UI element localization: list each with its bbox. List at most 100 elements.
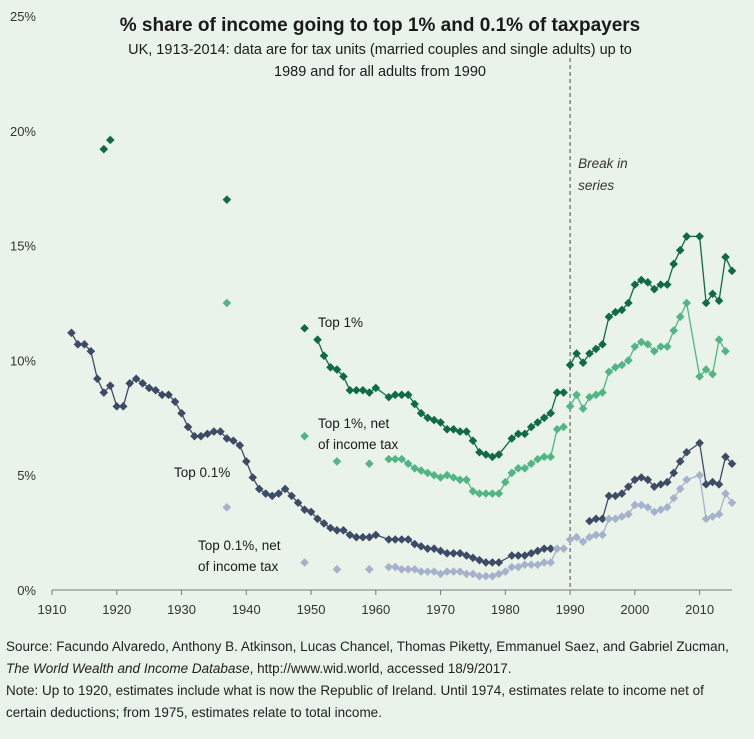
data-point — [313, 335, 322, 345]
data-point — [598, 514, 607, 524]
data-point — [416, 542, 426, 551]
data-point — [105, 381, 115, 390]
data-point — [701, 480, 711, 489]
data-point — [462, 475, 471, 485]
data-point — [578, 404, 588, 413]
data-point — [714, 335, 724, 345]
data-point — [241, 457, 251, 466]
data-point — [365, 532, 374, 542]
data-point — [436, 569, 445, 579]
data-point — [403, 459, 413, 469]
x-tick-label: 2010 — [685, 602, 714, 617]
data-point — [643, 503, 653, 512]
data-point — [630, 500, 640, 510]
data-point — [585, 516, 594, 526]
data-point — [520, 551, 530, 560]
data-point — [585, 392, 594, 402]
data-point — [494, 558, 504, 567]
data-point — [708, 477, 717, 487]
x-tick-label: 1990 — [556, 602, 585, 617]
data-point — [552, 388, 562, 397]
data-point — [73, 340, 83, 349]
data-point — [436, 546, 445, 556]
data-point — [339, 526, 348, 535]
x-tick-label: 1940 — [232, 602, 261, 617]
break-label: series — [578, 178, 614, 193]
income-share-chart: % share of income going to top 1% and 0.… — [10, 9, 737, 617]
data-point — [727, 498, 737, 508]
data-point — [358, 532, 368, 542]
data-point — [455, 567, 465, 576]
data-point — [552, 544, 562, 553]
data-point — [410, 464, 419, 473]
data-point — [630, 475, 640, 485]
data-point — [701, 514, 711, 524]
data-point — [449, 567, 458, 576]
data-point — [643, 340, 653, 349]
data-point — [662, 342, 672, 351]
series-line — [498, 438, 513, 455]
data-point — [637, 473, 646, 482]
data-point — [475, 555, 484, 565]
data-point — [572, 532, 581, 542]
source-note: Source: Facundo Alvaredo, Anthony B. Atk… — [6, 636, 748, 680]
data-point — [429, 415, 439, 425]
data-point — [604, 367, 614, 377]
data-point — [520, 560, 530, 570]
data-point — [637, 337, 646, 347]
series-line — [666, 263, 675, 285]
data-point — [708, 512, 717, 521]
x-tick-label: 1970 — [426, 602, 455, 617]
series-line — [109, 385, 118, 407]
data-point — [598, 388, 607, 397]
series-line — [122, 383, 131, 407]
data-point — [501, 567, 510, 576]
data-point — [319, 351, 329, 361]
data-point — [546, 452, 555, 462]
series-top01-net: Top 0.1%, net of income tax — [198, 470, 737, 581]
x-tick-label: 1920 — [102, 602, 131, 617]
data-point — [462, 551, 471, 560]
data-point — [416, 567, 426, 576]
data-point — [662, 477, 672, 487]
y-tick-label: 10% — [10, 353, 36, 368]
data-point — [164, 390, 173, 400]
data-point — [99, 144, 109, 154]
series-top1: Top 1% — [99, 135, 737, 462]
data-point — [649, 507, 659, 517]
data-point — [507, 434, 517, 443]
series-line — [601, 495, 610, 520]
data-point — [300, 505, 309, 514]
data-point — [721, 252, 730, 262]
data-point — [274, 489, 283, 498]
data-point — [442, 548, 452, 558]
data-point — [591, 514, 601, 524]
data-point — [390, 535, 400, 544]
data-point — [235, 441, 245, 450]
data-point — [131, 374, 141, 384]
data-point — [287, 491, 296, 501]
data-point — [727, 459, 737, 469]
data-point — [488, 571, 497, 581]
data-point — [649, 346, 659, 356]
data-point — [468, 553, 478, 563]
data-point — [624, 298, 633, 308]
data-point — [656, 280, 666, 289]
data-point — [190, 431, 199, 441]
data-point — [682, 447, 691, 457]
data-point — [248, 473, 258, 482]
data-point — [513, 464, 523, 473]
data-point — [397, 454, 407, 464]
data-point — [177, 408, 186, 418]
source-title: The World Wealth and Income Database — [6, 661, 250, 676]
data-point — [229, 436, 238, 446]
data-point — [455, 427, 465, 436]
data-point — [611, 362, 620, 372]
data-point — [591, 390, 601, 400]
x-tick-label: 1950 — [297, 602, 326, 617]
data-point — [332, 457, 342, 466]
data-point — [701, 298, 711, 308]
series-label: Top 0.1% — [174, 465, 230, 480]
data-point — [442, 567, 452, 576]
data-point — [300, 323, 309, 333]
